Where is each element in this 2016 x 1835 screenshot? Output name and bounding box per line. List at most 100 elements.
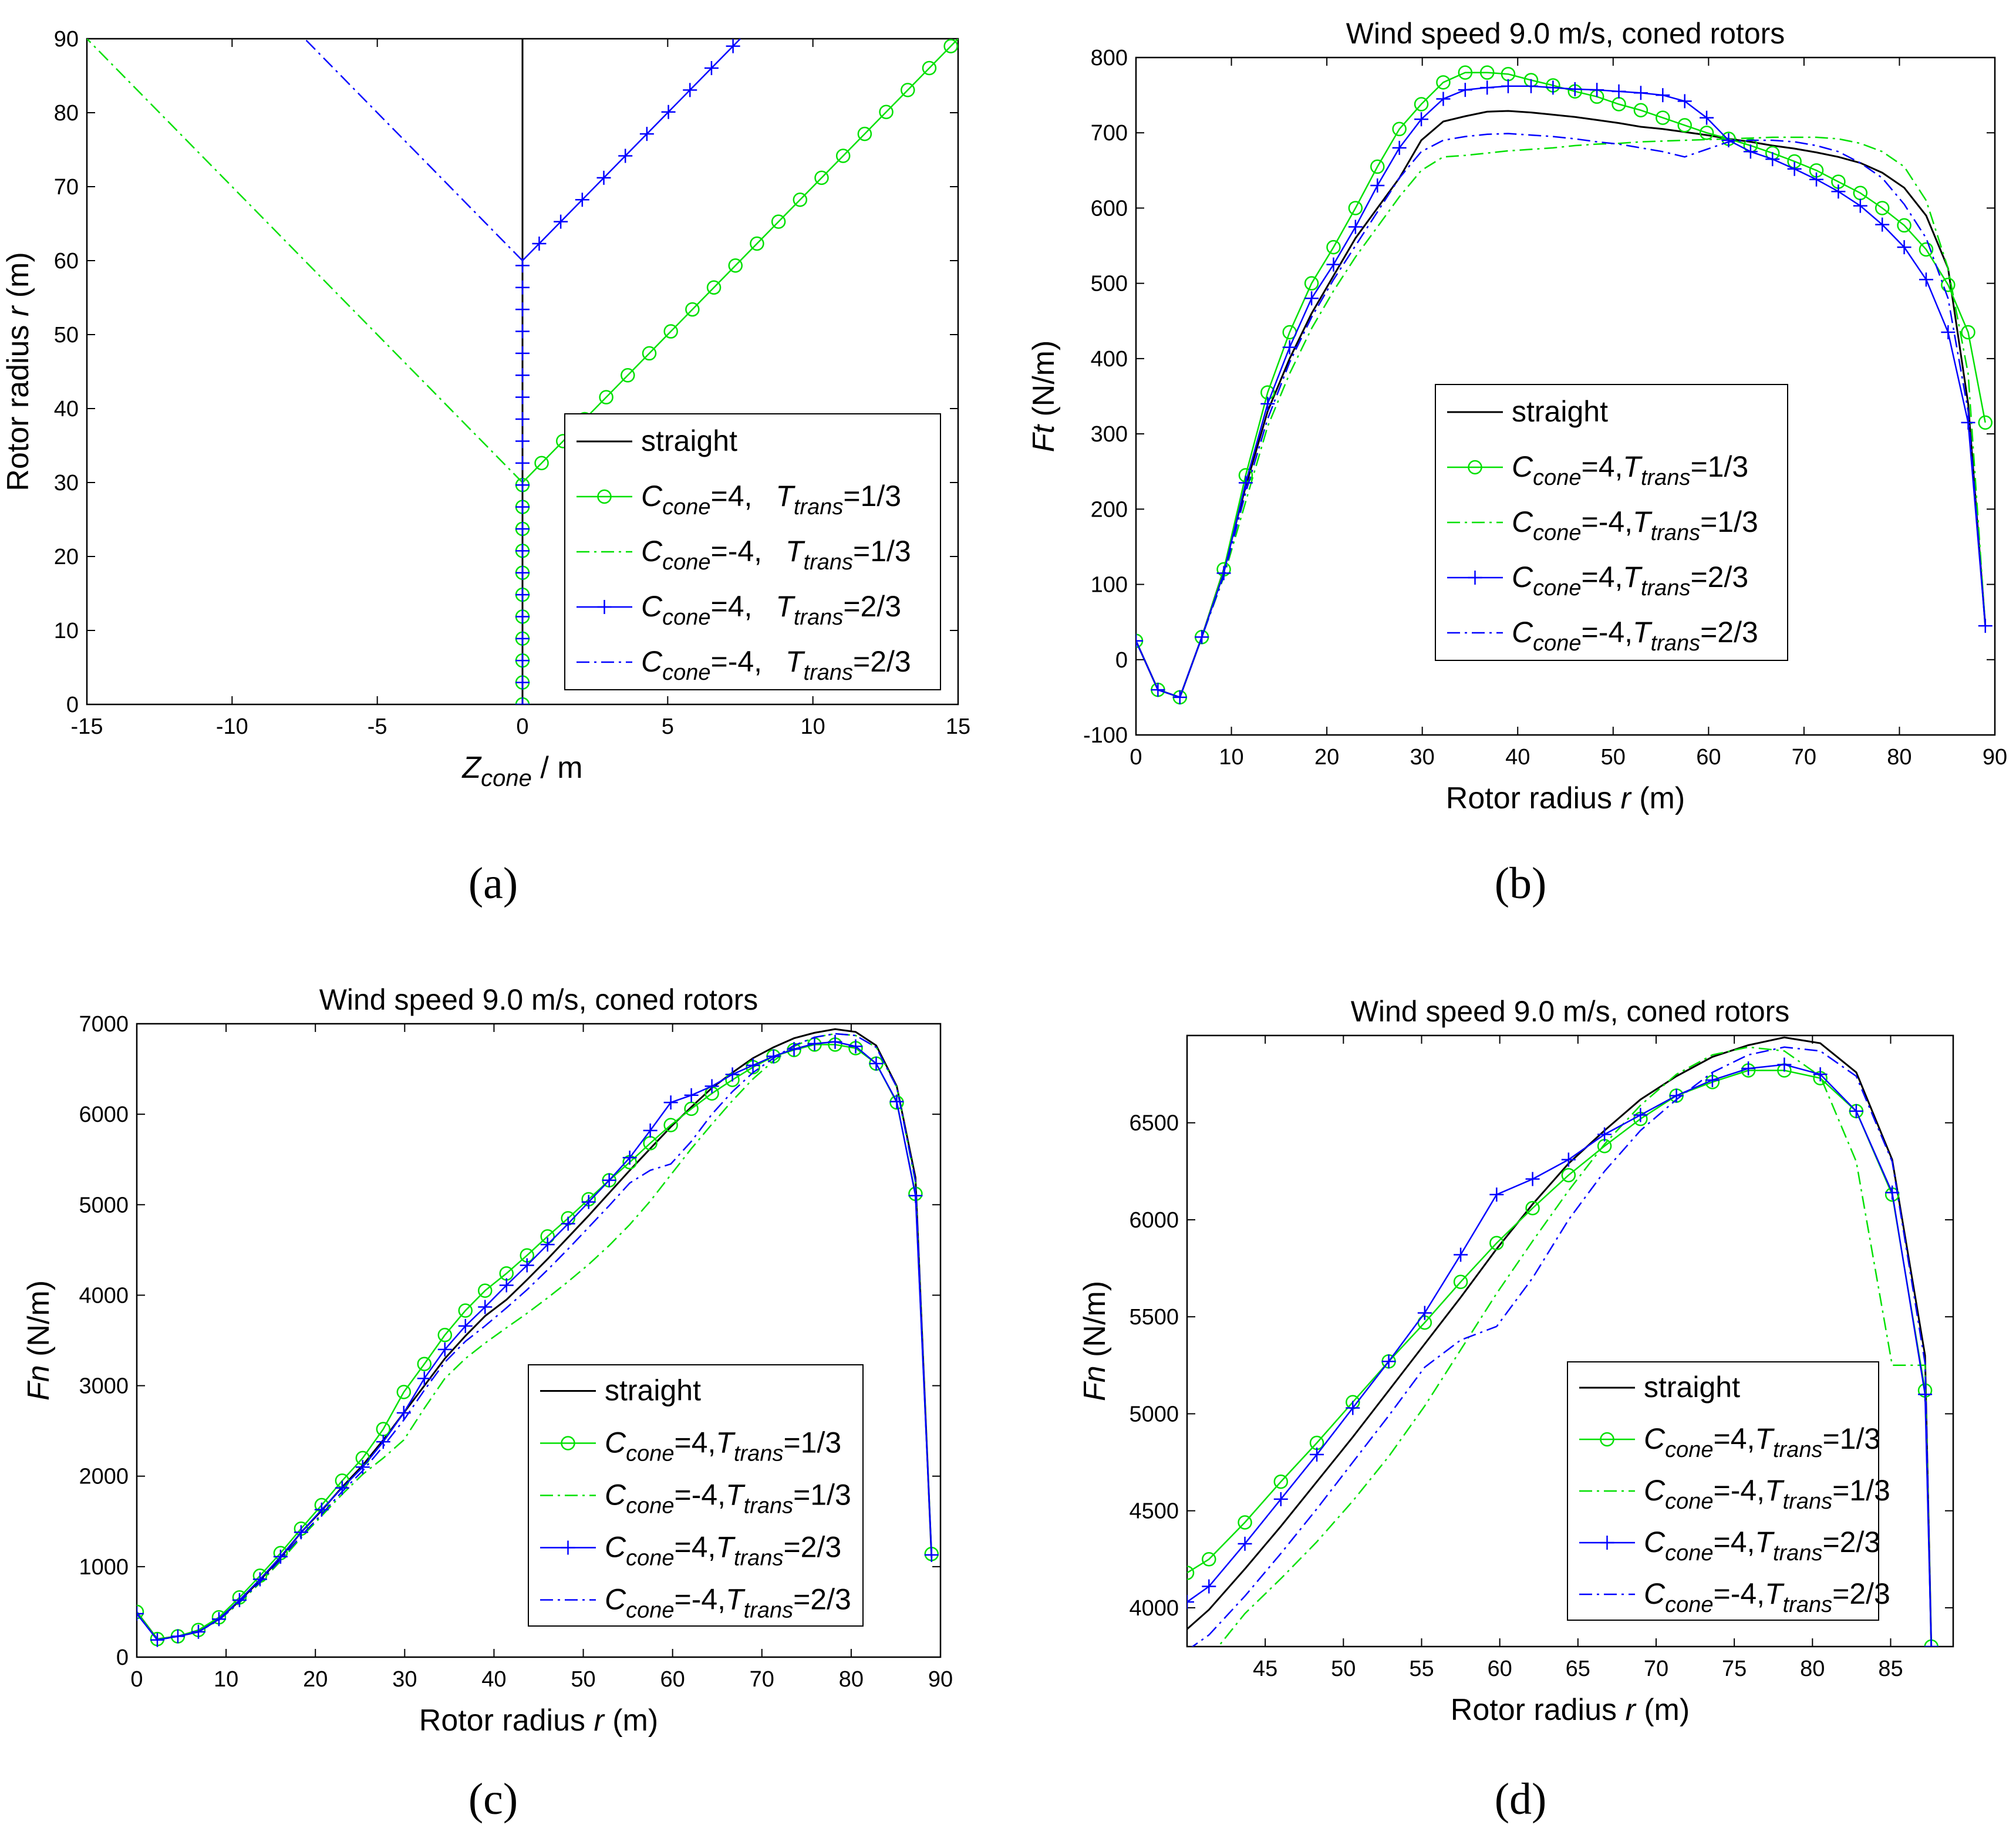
x-tick-label: 80 bbox=[839, 1667, 864, 1692]
data-point-plus bbox=[437, 1342, 452, 1357]
series-line-1 bbox=[137, 1044, 933, 1640]
legend-label-0: straight bbox=[605, 1374, 701, 1407]
data-point-plus bbox=[515, 565, 530, 580]
data-point-plus bbox=[515, 324, 530, 339]
legend-marker-circle bbox=[597, 489, 612, 504]
series-line-2 bbox=[87, 39, 523, 483]
data-point-plus bbox=[515, 258, 530, 273]
data-point-circle bbox=[1561, 1168, 1576, 1183]
data-point-plus bbox=[807, 1036, 822, 1051]
y-tick-label: 0 bbox=[116, 1645, 129, 1670]
data-point-circle bbox=[901, 83, 915, 97]
legend-label-2: Ccone=-4, Ttrans=1/3 bbox=[641, 535, 911, 575]
data-point-circle bbox=[1525, 1200, 1540, 1216]
data-point-plus bbox=[1304, 291, 1319, 306]
data-point-plus bbox=[1260, 396, 1275, 411]
x-tick-label: 20 bbox=[1314, 745, 1339, 770]
data-point-plus bbox=[515, 434, 530, 448]
data-point-plus bbox=[376, 1435, 390, 1449]
data-point-circle bbox=[396, 1385, 412, 1399]
y-tick-label: 0 bbox=[1115, 648, 1128, 673]
data-point-plus bbox=[1561, 1152, 1576, 1167]
data-point-circle bbox=[922, 60, 937, 76]
chart-panel-d: Wind speed 9.0 m/s, coned rotors 45 50 55 60… bbox=[1078, 995, 1954, 1824]
panel-caption: (d) bbox=[1495, 1775, 1547, 1824]
data-point-plus bbox=[1721, 133, 1736, 148]
data-point-circle bbox=[1453, 1274, 1468, 1289]
data-point-circle bbox=[1348, 201, 1363, 215]
data-layer bbox=[137, 1028, 939, 1647]
legend-label-4: Ccone=-4,Ttrans=2/3 bbox=[605, 1583, 851, 1623]
data-point-circle bbox=[1978, 415, 1993, 430]
x-tick-label: 0 bbox=[516, 714, 528, 739]
data-point-plus bbox=[828, 1034, 842, 1049]
chart-panel-b: Wind speed 9.0 m/s, coned rotors 0 10 20 30 4… bbox=[1027, 17, 2007, 908]
data-point-plus bbox=[848, 1039, 863, 1054]
data-point-plus bbox=[515, 280, 530, 295]
data-point-plus bbox=[1489, 1187, 1504, 1202]
y-tick-label: 4500 bbox=[1129, 1499, 1179, 1524]
x-tick-label: 20 bbox=[303, 1667, 328, 1692]
data-point-circle bbox=[750, 236, 764, 251]
data-point-plus bbox=[540, 1237, 555, 1252]
data-point-circle bbox=[1458, 65, 1473, 80]
chart-panel-a: -15 -10 -5 0 5 10 15 0 10 20 30 40 50 60 70 80 90 Zcone /… bbox=[1, 27, 970, 908]
y-tick-label: 600 bbox=[1091, 196, 1128, 221]
data-layer bbox=[1136, 65, 1993, 705]
x-tick-label: 10 bbox=[214, 1667, 238, 1692]
data-point-plus bbox=[1612, 84, 1626, 99]
legend-marker-circle bbox=[561, 1436, 575, 1451]
data-point-plus bbox=[704, 60, 719, 75]
x-tick-label: 80 bbox=[1887, 745, 1912, 770]
series-line-4 bbox=[1136, 133, 1986, 699]
data-point-plus bbox=[889, 1094, 904, 1109]
y-tick-label: 10 bbox=[54, 619, 79, 643]
series-line-2 bbox=[137, 1033, 933, 1640]
x-tick-label: 45 bbox=[1253, 1657, 1277, 1681]
data-point-plus bbox=[643, 1123, 658, 1138]
legend: straight Ccone=4,Ttrans=1/3 Ccone=-4,Ttran… bbox=[528, 1364, 864, 1627]
data-point-plus bbox=[575, 193, 589, 207]
y-tick-label: 800 bbox=[1091, 46, 1128, 70]
legend-marker-plus bbox=[597, 600, 612, 614]
legend: straight Ccone=4, Ttrans=1/3 Ccone=-4, Ttr… bbox=[564, 413, 941, 690]
data-point-plus bbox=[663, 1095, 678, 1110]
x-tick-label: 60 bbox=[1488, 1657, 1512, 1681]
data-point-plus bbox=[1414, 112, 1429, 127]
data-point-circle bbox=[663, 324, 678, 339]
y-tick-label: 20 bbox=[54, 545, 79, 569]
x-tick-label: 70 bbox=[750, 1667, 774, 1692]
data-point-circle bbox=[1187, 1566, 1195, 1580]
legend-label-4: Ccone=-4, Ttrans=2/3 bbox=[641, 645, 911, 685]
data-point-plus bbox=[869, 1056, 884, 1071]
legend-label-1: Ccone=4,Ttrans=1/3 bbox=[1644, 1422, 1880, 1462]
y-tick-label: 80 bbox=[54, 101, 79, 126]
y-tick-label: 4000 bbox=[1129, 1596, 1179, 1621]
x-tick-label: 90 bbox=[928, 1667, 953, 1692]
data-point-circle bbox=[1656, 110, 1670, 125]
legend-label-2: Ccone=-4,Ttrans=1/3 bbox=[1644, 1474, 1890, 1514]
x-tick-label: 10 bbox=[801, 714, 825, 739]
data-point-plus bbox=[515, 588, 530, 602]
y-tick-label: 5500 bbox=[1129, 1305, 1179, 1330]
series-line-4 bbox=[1191, 1046, 1932, 1647]
y-tick-label: 30 bbox=[54, 471, 79, 495]
data-point-circle bbox=[879, 104, 894, 119]
data-point-circle bbox=[534, 456, 549, 471]
y-tick-label: 40 bbox=[54, 397, 79, 421]
data-point-plus bbox=[1381, 1354, 1396, 1369]
data-point-plus bbox=[746, 1058, 760, 1072]
data-point-circle bbox=[728, 258, 743, 273]
series-line-2 bbox=[1136, 136, 1986, 699]
data-point-plus bbox=[1700, 110, 1714, 125]
data-point-plus bbox=[684, 1088, 699, 1102]
data-point-circle bbox=[642, 346, 657, 361]
data-point-plus bbox=[515, 521, 530, 536]
data-point-plus bbox=[581, 1195, 596, 1209]
data-point-circle bbox=[599, 390, 613, 404]
x-axis-label: Zcone / m bbox=[461, 751, 582, 791]
series-line-3 bbox=[522, 39, 741, 261]
data-point-plus bbox=[1523, 79, 1538, 93]
x-tick-label: 50 bbox=[571, 1667, 595, 1692]
data-point-plus bbox=[1282, 340, 1297, 355]
